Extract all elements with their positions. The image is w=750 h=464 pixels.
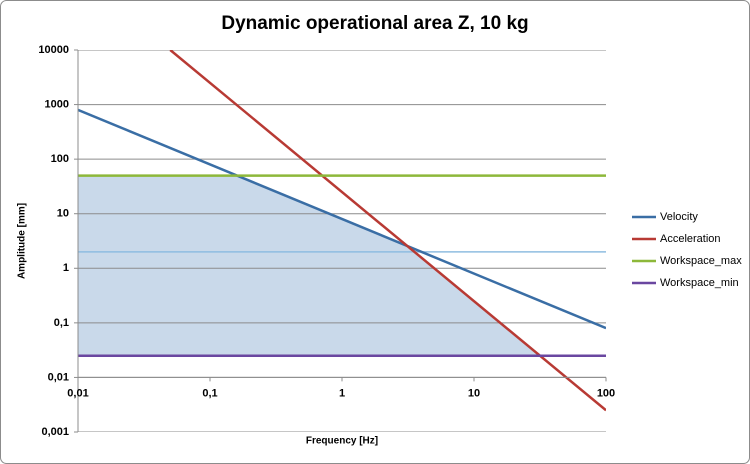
x-tick-label: 0,01 (67, 387, 88, 399)
legend-label: Velocity (660, 211, 698, 223)
series-line (169, 50, 606, 412)
x-axis-label: Frequency [Hz] (306, 436, 378, 447)
chart-title: Dynamic operational area Z, 10 kg (221, 13, 528, 34)
legend-label: Workspace_max (660, 255, 742, 267)
legend-label: Workspace_min (660, 277, 739, 289)
x-tick-label: 10 (468, 387, 480, 399)
y-tick-label: 10000 (38, 44, 69, 56)
y-tick-label: 1 (63, 262, 69, 274)
feasible-area (78, 175, 539, 356)
legend-label: Acceleration (660, 233, 721, 245)
y-axis-label: Amplitude [mm] (17, 203, 28, 279)
x-tick-label: 0,1 (202, 387, 217, 399)
y-tick-label: 1000 (45, 98, 69, 110)
series-line (78, 108, 606, 330)
y-tick-label: 0,001 (41, 426, 69, 438)
y-tick-label: 0,1 (54, 317, 69, 329)
x-tick-label: 100 (597, 387, 615, 399)
y-tick-label: 100 (51, 153, 69, 165)
x-tick-label: 1 (339, 387, 345, 399)
y-tick-label: 10 (57, 208, 69, 220)
y-tick-label: 0,01 (48, 371, 69, 383)
